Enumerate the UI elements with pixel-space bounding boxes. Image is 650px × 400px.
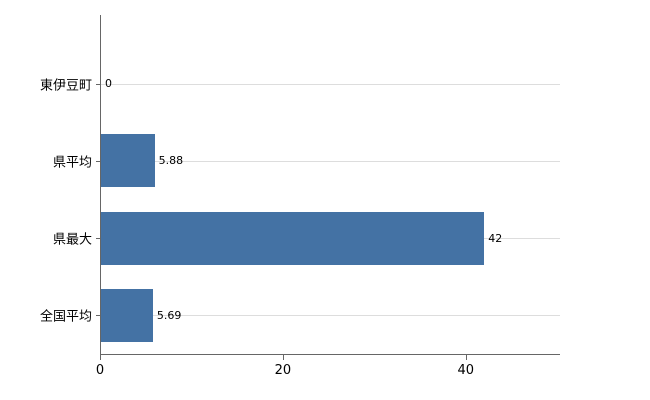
y-axis-tick [96,160,101,162]
value-label: 5.88 [158,154,184,168]
bar [101,288,153,342]
bar-rows: 東伊豆町 0 県平均 5.88 県最大 42 全国平均 5.69 [40,45,560,354]
chart-row: 全国平均 5.69 [40,277,560,354]
value-label: 5.69 [156,308,182,322]
chart-row: 県最大 42 [53,200,560,277]
x-axis-tick [465,355,467,360]
y-axis-tick [96,238,101,240]
x-tick-label: 20 [274,363,292,378]
gridline [101,315,560,317]
category-label: 県平均 [52,155,92,171]
x-tick-label: 40 [457,363,475,378]
y-axis-tick [96,83,101,85]
value-label: 42 [488,231,503,245]
x-tick-label: 0 [95,363,105,378]
chart-row: 県平均 5.88 [53,122,560,199]
x-axis: 0 20 40 [96,355,560,390]
plot-area: 東伊豆町 0 県平均 5.88 県最大 42 全国平均 5.69 [40,15,560,355]
chart-row: 東伊豆町 0 [40,45,560,122]
gridline [101,83,560,85]
y-axis-tick [96,315,101,317]
gridline [101,160,560,162]
category-label: 県最大 [52,232,92,248]
bar [101,134,155,188]
bar [101,211,485,265]
value-label: 0 [105,77,112,91]
category-label: 東伊豆町 [39,78,92,94]
x-axis-tick [282,355,284,360]
x-axis-tick [100,355,101,360]
category-label: 全国平均 [39,309,92,325]
